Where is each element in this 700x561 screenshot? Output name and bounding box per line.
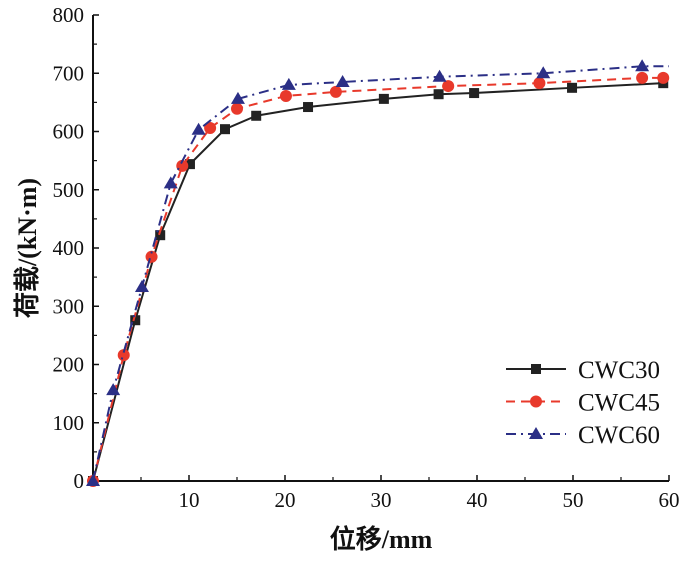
data-point bbox=[469, 88, 480, 99]
data-point bbox=[230, 91, 245, 104]
data-point bbox=[533, 77, 546, 90]
data-point bbox=[163, 176, 178, 189]
legend-marker bbox=[531, 364, 541, 374]
axes: 0 100 200 300 400 500 600 700 800 10 20 30 40 50 60 bbox=[53, 3, 680, 512]
y-tick-label: 400 bbox=[53, 236, 85, 260]
data-point bbox=[635, 59, 650, 72]
data-point bbox=[329, 85, 342, 98]
data-point bbox=[442, 80, 455, 93]
y-axis-label: 荷载/(kN·m) bbox=[13, 178, 42, 318]
legend-item-cwc30: CWC30 bbox=[506, 357, 660, 384]
data-point bbox=[657, 71, 670, 84]
y-tick-label: 300 bbox=[53, 294, 85, 318]
data-point bbox=[184, 159, 195, 170]
series-line bbox=[92, 76, 664, 482]
y-tick-label: 800 bbox=[53, 3, 85, 27]
data-point bbox=[335, 74, 350, 87]
data-point bbox=[231, 102, 243, 115]
legend-label: CWC45 bbox=[578, 390, 660, 417]
series-layer bbox=[86, 59, 670, 487]
x-axis-label: 位移/mm bbox=[330, 524, 433, 554]
data-point bbox=[117, 349, 130, 362]
data-point bbox=[130, 315, 141, 326]
data-point bbox=[106, 383, 121, 396]
data-point bbox=[155, 230, 166, 241]
x-tick-label: 20 bbox=[275, 488, 296, 512]
legend-label: CWC60 bbox=[578, 422, 660, 449]
series-cwc60 bbox=[86, 59, 669, 486]
data-point bbox=[432, 69, 447, 82]
data-point bbox=[303, 102, 314, 113]
data-point bbox=[134, 280, 149, 293]
y-tick-label: 500 bbox=[53, 178, 85, 202]
x-tick-label: 10 bbox=[179, 488, 200, 512]
data-point bbox=[567, 82, 578, 93]
x-tick-label: 40 bbox=[467, 488, 488, 512]
data-point bbox=[86, 474, 100, 486]
x-tick-label: 50 bbox=[563, 488, 584, 512]
y-tick-label: 700 bbox=[53, 61, 85, 85]
data-point bbox=[220, 124, 230, 135]
data-point bbox=[279, 89, 292, 102]
x-tick-label: 60 bbox=[659, 488, 680, 512]
series-line bbox=[92, 82, 664, 482]
legend-marker bbox=[529, 427, 543, 439]
y-tick-label: 600 bbox=[53, 120, 85, 144]
data-point bbox=[536, 66, 551, 79]
y-tick-label: 0 bbox=[74, 469, 85, 493]
data-point bbox=[251, 110, 262, 121]
data-point bbox=[636, 71, 649, 84]
y-tick-label: 100 bbox=[53, 411, 85, 435]
legend: CWC30 CWC45 CWC60 bbox=[506, 357, 660, 449]
legend-marker bbox=[530, 395, 542, 408]
data-point bbox=[378, 93, 389, 104]
series-line bbox=[92, 65, 669, 482]
legend-label: CWC30 bbox=[578, 357, 660, 384]
legend-item-cwc45: CWC45 bbox=[506, 390, 660, 417]
legend-item-cwc60: CWC60 bbox=[506, 422, 660, 449]
y-tick-label: 200 bbox=[53, 353, 85, 377]
data-point bbox=[191, 122, 206, 135]
data-point bbox=[281, 77, 296, 90]
data-point bbox=[433, 89, 444, 100]
data-point bbox=[204, 122, 217, 135]
x-tick-label: 30 bbox=[371, 488, 392, 512]
